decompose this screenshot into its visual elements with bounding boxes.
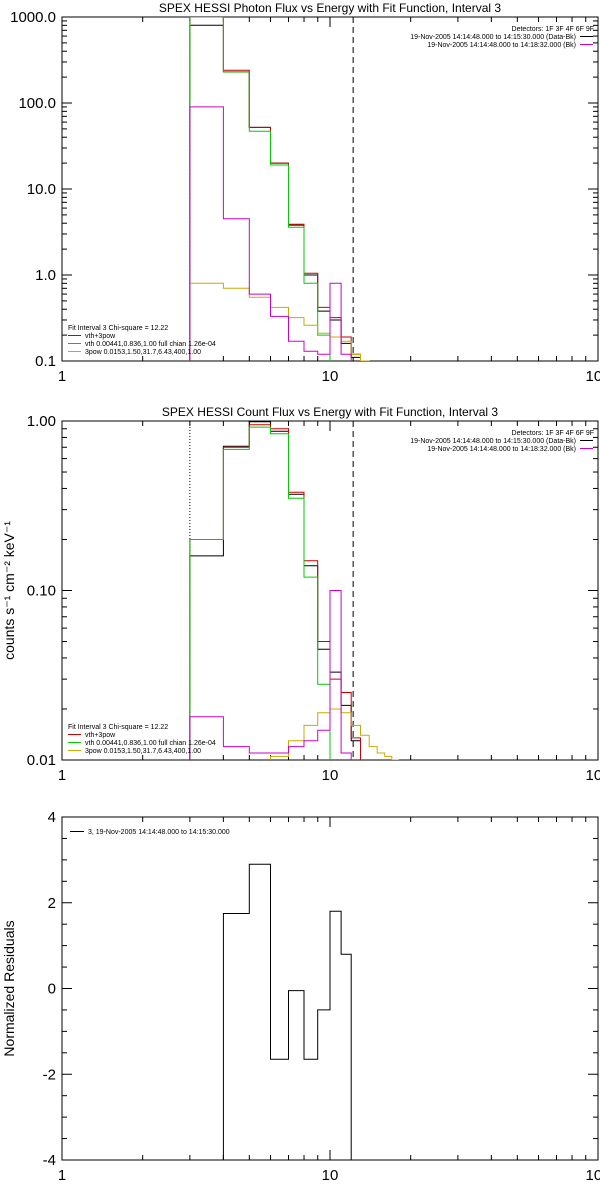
chart-title: SPEX HESSI Photon Flux vs Energy with Fi… <box>159 1 501 15</box>
header-line: 19-Nov-2005 14:14:48.000 to 14:15:30.000… <box>410 34 576 41</box>
chart-3: 1 10 100 -4 -2 0 2 4 Normalized Residuals 3, 19-N… <box>1 809 600 1184</box>
y-tick-label: 1.0 <box>35 267 56 284</box>
x-tick-label: 1 <box>58 1167 66 1184</box>
x-tick-label: 100 <box>585 368 600 385</box>
x-tick-label: 100 <box>585 767 600 784</box>
x-tick-label: 10 <box>322 1167 339 1184</box>
series-bk <box>189 590 352 760</box>
fit-legend-title: Fit Interval 3 Chi-square = 12.22 <box>68 325 168 332</box>
y-tick-label: 0.1 <box>35 353 56 370</box>
chart-title: SPEX HESSI Count Flux vs Energy with Fit… <box>162 405 498 419</box>
y-tick-label: 100.0 <box>18 95 56 112</box>
y-tick-label: 0 <box>48 981 56 998</box>
fit-legend-label: vth 0.00441,0.836,1.00 full chian 1.26e-… <box>85 740 216 747</box>
fit-legend-title: Fit Interval 3 Chi-square = 12.22 <box>68 724 168 731</box>
chart-1: SPEX HESSI Photon Flux vs Energy with Fi… <box>10 1 600 385</box>
x-tick-label: 100 <box>585 1167 600 1184</box>
header-line: 19-Nov-2005 14:14:48.000 to 14:15:30.000… <box>410 438 576 445</box>
detectors-label: Detectors: 1F 3F 4F 6F 9F <box>512 26 594 33</box>
series-vth-3pow <box>189 17 361 361</box>
series-bk <box>189 106 352 361</box>
fit-legend-label: vth+3pow <box>85 333 116 340</box>
y-axis-label: Normalized Residuals <box>1 920 17 1056</box>
x-tick-label: 10 <box>322 767 339 784</box>
series-vth <box>189 17 331 361</box>
x-tick-label: 10 <box>322 368 339 385</box>
series-data-bk <box>189 24 361 361</box>
y-tick-label: -4 <box>43 1152 56 1169</box>
y-tick-label: 10.0 <box>27 181 56 198</box>
detectors-label: Detectors: 1F 3F 4F 6F 9F <box>512 430 594 437</box>
legend-label: 3, 19-Nov-2005 14:14:48.000 to 14:15:30.… <box>88 829 230 836</box>
series-3pow <box>189 282 370 361</box>
header-line: 19-Nov-2005 14:14:48.000 to 14:18:32.000… <box>427 446 576 453</box>
y-tick-label: 0.01 <box>27 752 56 769</box>
series-3-19-nov-2005-14-14-48-000-to-14-15-30-000 <box>189 863 352 1160</box>
fit-legend-label: vth+3pow <box>85 732 116 739</box>
header-line: 19-Nov-2005 14:14:48.000 to 14:18:32.000… <box>427 42 576 49</box>
y-axis-label: counts s⁻¹ cm⁻² keV⁻¹ <box>1 521 17 660</box>
y-tick-label: 0.10 <box>27 583 56 600</box>
series-vth-3pow <box>189 424 361 760</box>
y-tick-label: 2 <box>48 895 56 912</box>
x-tick-label: 1 <box>58 767 66 784</box>
fit-legend-label: 3pow 0.0153,1.50,31.7,6.43,400,1.00 <box>85 748 201 755</box>
series-3pow <box>270 708 399 760</box>
fit-legend-label: vth 0.00441,0.836,1.00 full chian 1.26e-… <box>85 341 216 348</box>
y-tick-label: 1000.0 <box>10 9 56 26</box>
fit-legend-label: 3pow 0.0153,1.50,31.7,6.43,400,1.00 <box>85 349 201 356</box>
x-tick-label: 1 <box>58 368 66 385</box>
y-tick-label: 1.00 <box>27 413 56 430</box>
series-vth <box>189 426 331 760</box>
series-data-bk <box>189 421 361 760</box>
y-tick-label: -2 <box>43 1066 56 1083</box>
y-tick-label: 4 <box>48 809 56 826</box>
chart-2: SPEX HESSI Count Flux vs Energy with Fit… <box>1 405 600 784</box>
